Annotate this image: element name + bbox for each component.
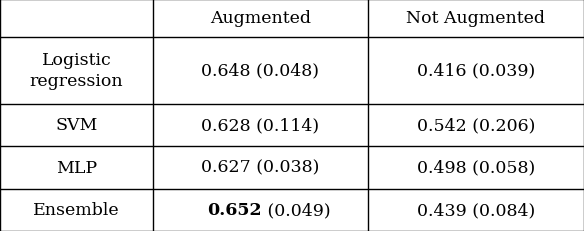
Text: Ensemble: Ensemble: [33, 201, 120, 218]
Text: Not Augmented: Not Augmented: [406, 10, 545, 27]
Text: 0.652: 0.652: [207, 201, 262, 218]
Text: 0.627 (0.038): 0.627 (0.038): [201, 159, 319, 176]
Text: 0.498 (0.058): 0.498 (0.058): [417, 159, 535, 176]
Text: 0.628 (0.114): 0.628 (0.114): [201, 117, 319, 134]
Text: Augmented: Augmented: [210, 10, 311, 27]
Text: 0.648 (0.048): 0.648 (0.048): [201, 62, 319, 79]
Text: 0.416 (0.039): 0.416 (0.039): [417, 62, 535, 79]
Text: (0.049): (0.049): [262, 201, 331, 218]
Text: Logistic
regression: Logistic regression: [30, 52, 123, 90]
Text: 0.439 (0.084): 0.439 (0.084): [417, 201, 535, 218]
Text: 0.542 (0.206): 0.542 (0.206): [417, 117, 535, 134]
Text: MLP: MLP: [56, 159, 97, 176]
Text: SVM: SVM: [55, 117, 98, 134]
